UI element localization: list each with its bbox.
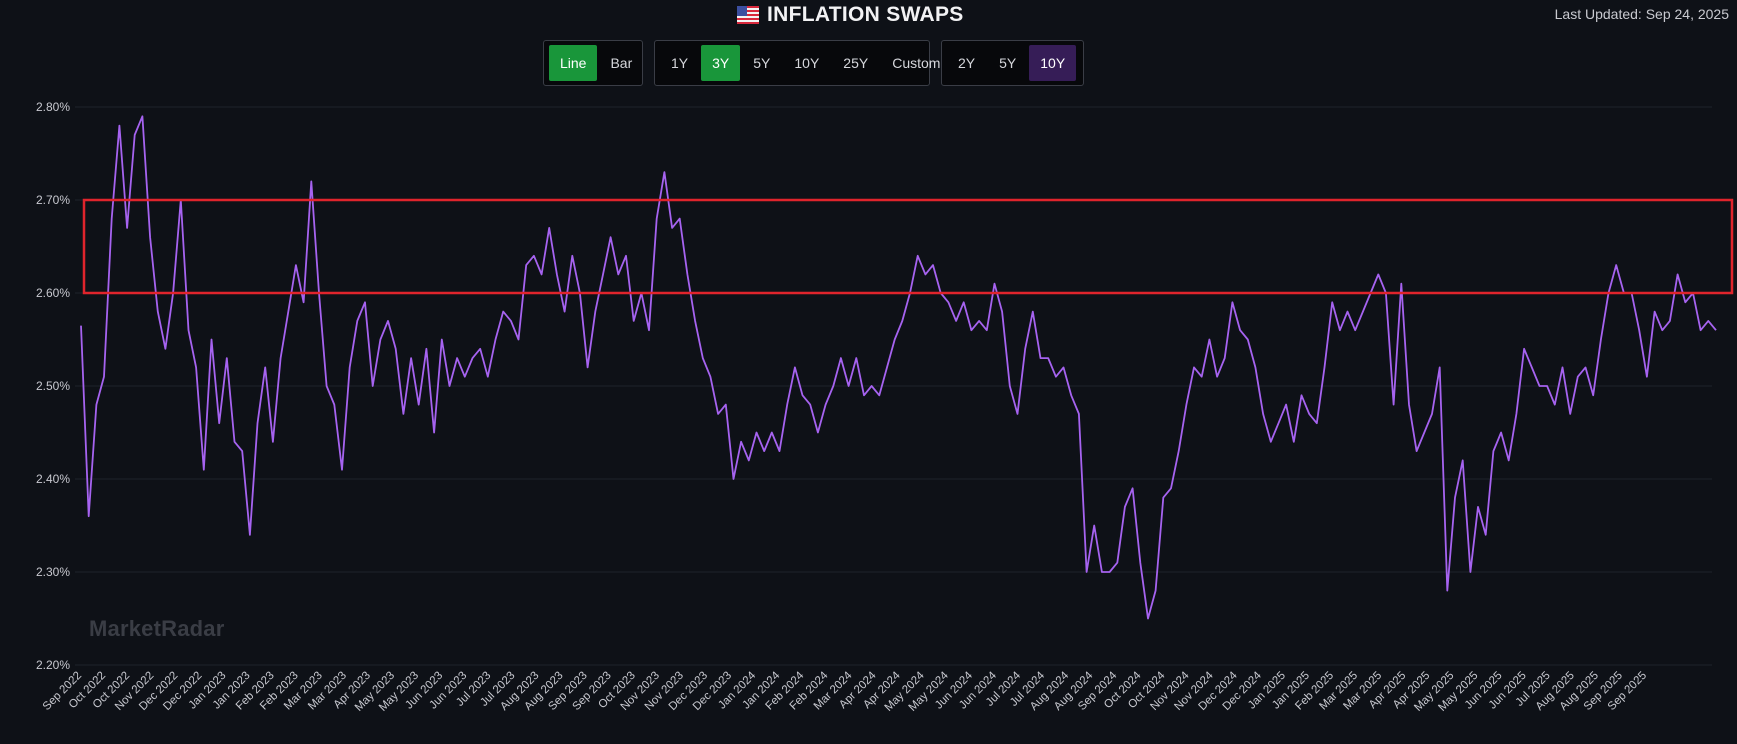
y-tick-label: 2.40% [36,472,70,486]
y-tick-label: 2.70% [36,193,70,207]
tenor-selector: 2Y 5Y 10Y [941,40,1084,86]
y-tick-label: 2.20% [36,658,70,672]
tenor-5y-button[interactable]: 5Y [999,55,1017,71]
chart-type-toggle: Line Bar [543,40,643,86]
y-tick-label: 2.30% [36,565,70,579]
range-25y-button[interactable]: 25Y [843,55,869,71]
y-tick-label: 2.80% [36,100,70,114]
range-selector: 1Y 3Y 5Y 10Y 25Y Custom [654,40,940,86]
range-5y-button[interactable]: 5Y [753,55,771,71]
watermark-logo: MarketRadar [89,616,225,641]
range-3y-button[interactable]: 3Y [701,45,741,81]
title-text: INFLATION SWAPS [767,3,964,26]
y-tick-label: 2.60% [36,286,70,300]
tenor-2y-button[interactable]: 2Y [958,55,976,71]
range-custom-button[interactable]: Custom [892,55,941,71]
highlight-box [82,198,1734,295]
tenor-10y-button[interactable]: 10Y [1029,45,1077,81]
range-10y-button[interactable]: 10Y [794,55,820,71]
bar-button[interactable]: Bar [610,55,633,71]
range-1y-button[interactable]: 1Y [671,55,689,71]
line-button[interactable]: Line [549,45,598,81]
y-tick-label: 2.50% [36,379,70,393]
last-updated: Last Updated: Sep 24, 2025 [1554,6,1729,22]
series-line-10y [80,115,1717,620]
chart-title: INFLATION SWAPS [737,3,964,27]
us-flag-icon [737,6,759,24]
